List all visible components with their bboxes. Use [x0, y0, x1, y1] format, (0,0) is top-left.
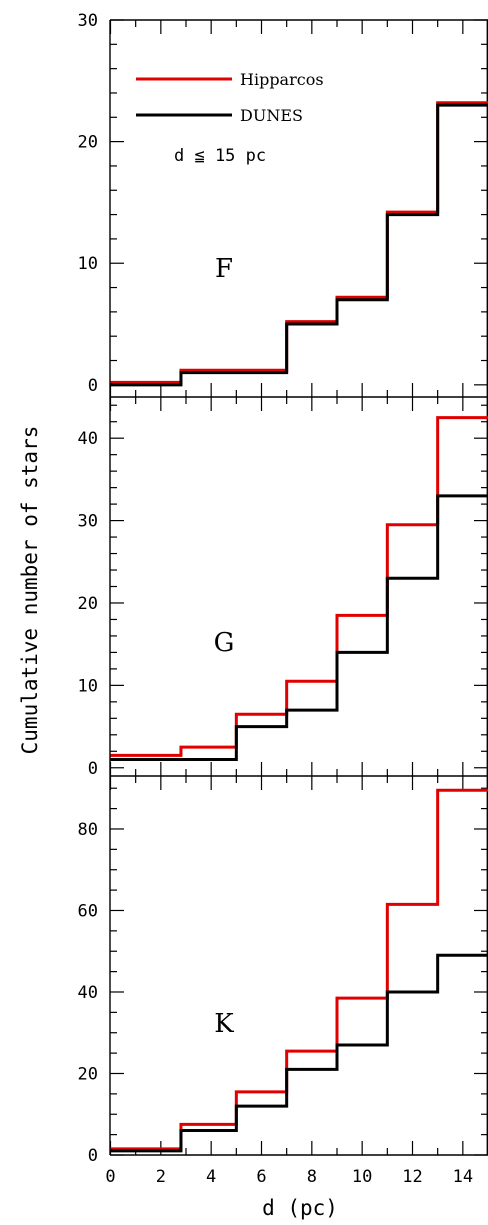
y-tick-label: 20 — [78, 594, 98, 614]
panel-label: F — [215, 254, 233, 284]
x-tick-label: 12 — [402, 1167, 422, 1187]
y-tick-label: 10 — [78, 676, 98, 696]
x-tick-label: 2 — [156, 1167, 166, 1187]
y-axis-label: Cumulative number of stars — [18, 426, 42, 755]
series-line-hipparcos — [110, 416, 488, 757]
x-tick-label: 14 — [453, 1167, 473, 1187]
series-line-dunes — [110, 953, 488, 1153]
legend-label: Hipparcos — [240, 70, 324, 89]
y-tick-label: 10 — [78, 254, 98, 274]
x-tick-label: 8 — [307, 1167, 317, 1187]
y-tick-label: 40 — [78, 983, 98, 1003]
y-tick-label: 0 — [88, 1146, 98, 1166]
y-tick-label: 60 — [78, 901, 98, 921]
y-tick-label: 80 — [78, 820, 98, 840]
y-tick-label: 30 — [78, 512, 98, 532]
y-tick-label: 0 — [88, 759, 98, 779]
series-line-hipparcos — [110, 101, 488, 384]
y-tick-label: 30 — [78, 11, 98, 31]
panel-label: G — [214, 628, 235, 658]
x-tick-label: 4 — [206, 1167, 216, 1187]
legend-label: DUNES — [240, 106, 303, 125]
x-tick-label: 6 — [256, 1167, 266, 1187]
y-tick-label: 40 — [78, 429, 98, 449]
y-tick-label: 0 — [88, 376, 98, 396]
panel-label: K — [214, 1009, 234, 1039]
x-tick-label: 10 — [352, 1167, 372, 1187]
x-tick-label: 0 — [105, 1167, 115, 1187]
series-line-hipparcos — [110, 788, 488, 1151]
y-tick-label: 20 — [78, 133, 98, 153]
series-line-dunes — [110, 494, 488, 762]
series-line-dunes — [110, 103, 488, 387]
y-tick-label: 20 — [78, 1064, 98, 1084]
x-axis-label: d (pc) — [262, 1196, 338, 1220]
legend-condition: d ≦ 15 pc — [174, 146, 266, 166]
